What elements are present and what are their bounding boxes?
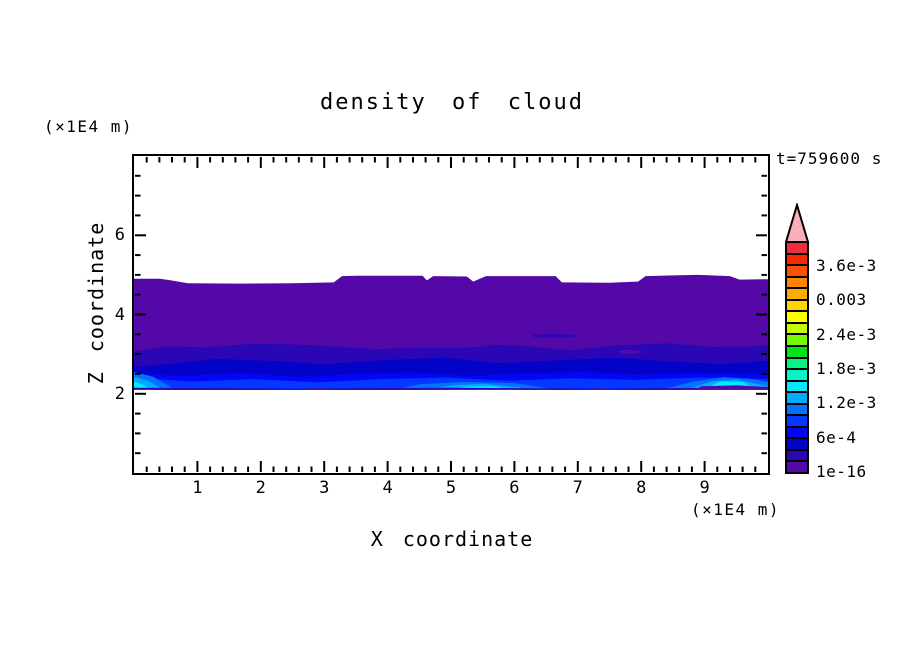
plot-frame [132, 154, 770, 475]
colorbar-segment-13 [787, 312, 807, 322]
x-tick-label-3: 3 [319, 478, 330, 498]
colorbar-label-1.2e-3: 1.2e-3 [816, 393, 877, 413]
z-axis-unit-label: (×1E4 m) [44, 117, 134, 136]
x-axis-unit-label: (×1E4 m) [690, 500, 780, 519]
contour-base-strip-purple-right [695, 385, 768, 390]
colorbar-segment-3 [787, 427, 807, 438]
contour-lens-purple-2 [618, 349, 640, 354]
colorbar-segment-6 [787, 393, 807, 403]
x-tick-label-2: 2 [255, 478, 266, 498]
colorbar-segment-2 [787, 439, 807, 449]
colorbar-segment-7 [787, 381, 807, 392]
z-tick-label-6: 6 [114, 225, 125, 246]
colorbar-segment-18 [787, 254, 807, 265]
colorbar-segment-19 [787, 243, 807, 253]
x-tick-label-5: 5 [445, 478, 457, 498]
colorbar-segment-17 [787, 266, 807, 276]
colorbar-segment-9 [787, 358, 807, 369]
z-tick-label-4: 4 [114, 304, 125, 325]
colorbar-label-3.6e-3: 3.6e-3 [816, 255, 877, 275]
x-tick-label-1: 1 [192, 478, 203, 498]
contour-streak-1.4e-3-left [134, 381, 152, 390]
contour-base-dot-purple-b [587, 388, 616, 390]
x-tick-label-9: 9 [699, 478, 710, 498]
colorbar-segment-12 [787, 323, 807, 334]
colorbar-segment-1 [787, 450, 807, 461]
contour-base-dot-purple-a [303, 388, 331, 390]
colorbar-overflow-arrow [785, 203, 809, 243]
colorbar-label-0.003: 0.003 [816, 290, 867, 310]
colorbar-label-2.4e-3: 2.4e-3 [816, 324, 877, 344]
x-tick-label-6: 6 [509, 478, 520, 498]
colorbar-segment-0 [787, 462, 807, 472]
z-axis-title: Z coordinate [84, 221, 108, 385]
contour-lens-purple-1 [396, 343, 490, 348]
colorbar [785, 241, 809, 474]
colorbar-label-6e-4: 6e-4 [816, 427, 857, 447]
colorbar-label-1.8e-3: 1.8e-3 [816, 358, 877, 378]
z-tick-label-2: 2 [114, 383, 125, 404]
colorbar-segment-14 [787, 300, 807, 311]
contour-plot-canvas [134, 157, 768, 472]
colorbar-segment-11 [787, 335, 807, 345]
colorbar-segment-4 [787, 416, 807, 426]
colorbar-segment-5 [787, 404, 807, 415]
colorbar-segment-16 [787, 277, 807, 288]
colorbar-label-1e-16: 1e-16 [816, 462, 867, 481]
time-annotation: t=759600 s [776, 149, 883, 168]
colorbar-segment-8 [787, 370, 807, 380]
x-axis-title: X coordinate [370, 527, 534, 551]
colorbar-segment-15 [787, 289, 807, 299]
page-title: density of cloud [320, 90, 584, 115]
contour-lens-navy-in-purple [531, 333, 576, 338]
x-tick-label-7: 7 [572, 478, 583, 498]
x-tick-label-4: 4 [382, 478, 393, 498]
colorbar-segment-10 [787, 346, 807, 357]
x-tick-label-8: 8 [636, 478, 647, 498]
